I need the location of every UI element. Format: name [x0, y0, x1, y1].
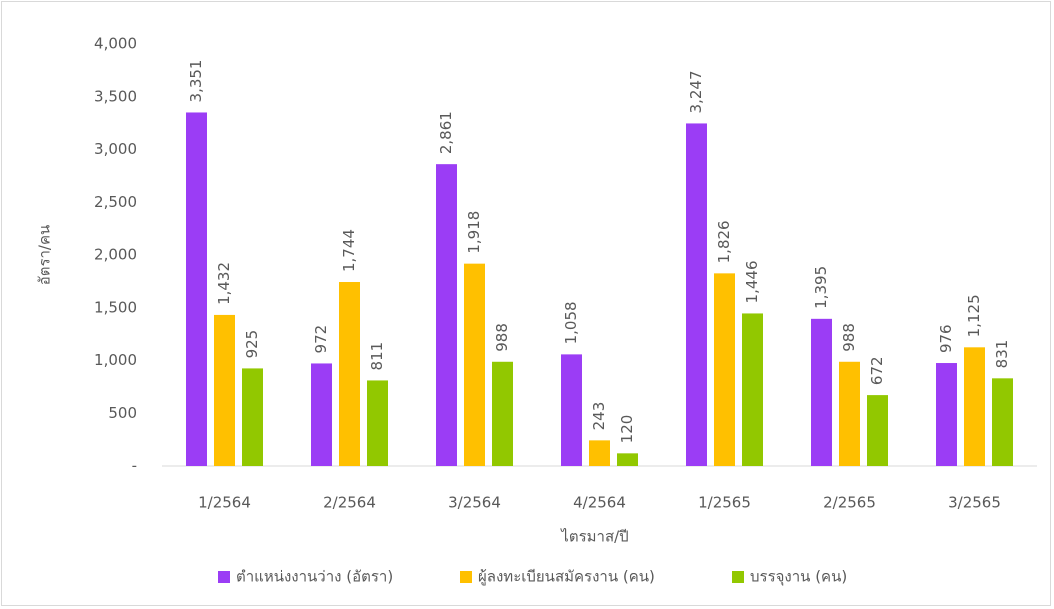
bar [214, 314, 235, 466]
data-label: 972 [312, 325, 330, 354]
y-tick-label: - [132, 457, 137, 475]
bar [464, 263, 485, 466]
data-label: 120 [618, 415, 636, 444]
bar [617, 453, 638, 466]
x-axis-title: ไตรมาส/ปี [560, 528, 628, 546]
data-label: 1,058 [562, 301, 580, 344]
bar [242, 368, 263, 466]
data-label: 988 [493, 323, 511, 352]
bar [839, 361, 860, 466]
y-tick-label: 4,000 [94, 35, 137, 53]
data-label: 1,395 [812, 266, 830, 309]
y-tick-label: 3,500 [94, 87, 137, 105]
data-label: 672 [868, 356, 886, 385]
bar [311, 363, 332, 466]
legend-label: บรรจุงาน (คน) [750, 568, 847, 587]
data-label: 1,432 [215, 262, 233, 305]
bar [714, 273, 735, 466]
bar [867, 395, 888, 466]
bar [811, 318, 832, 466]
data-label: 925 [243, 330, 261, 359]
data-label: 1,125 [965, 294, 983, 337]
bar [936, 363, 957, 466]
data-label: 988 [840, 323, 858, 352]
legend-swatch [460, 571, 472, 583]
x-tick-label: 2/2564 [323, 494, 376, 512]
data-label: 811 [368, 342, 386, 371]
bar [686, 123, 707, 466]
data-label: 1,918 [465, 211, 483, 254]
bar [561, 354, 582, 466]
bar [436, 164, 457, 467]
data-label: 2,861 [437, 111, 455, 154]
x-tick-label: 1/2564 [198, 494, 251, 512]
legend-label: ผู้ลงทะเบียนสมัครงาน (คน) [478, 568, 655, 586]
x-tick-label: 3/2564 [448, 494, 501, 512]
data-label: 1,826 [715, 220, 733, 263]
legend-swatch [732, 571, 744, 583]
data-label: 1,446 [743, 260, 761, 303]
bar [186, 112, 207, 467]
y-tick-label: 1,500 [94, 298, 137, 316]
y-tick-label: 3,000 [94, 140, 137, 158]
data-label: 3,247 [687, 70, 705, 113]
x-tick-label: 4/2564 [573, 494, 626, 512]
bar [367, 380, 388, 466]
bar [992, 378, 1013, 466]
bar [339, 282, 360, 466]
legend-swatch [218, 571, 230, 583]
data-label: 831 [993, 340, 1011, 369]
x-tick-label: 3/2565 [948, 494, 1001, 512]
y-tick-label: 500 [108, 404, 137, 422]
bar [589, 440, 610, 466]
bar [492, 361, 513, 466]
legend-label: ตำแหน่งงานว่าง (อัตรา) [236, 568, 393, 586]
x-tick-label: 2/2565 [823, 494, 876, 512]
y-tick-label: 1,000 [94, 351, 137, 369]
data-label: 1,744 [340, 229, 358, 272]
data-label: 243 [590, 402, 608, 431]
y-tick-label: 2,000 [94, 246, 137, 264]
y-tick-label: 2,500 [94, 193, 137, 211]
bar [964, 347, 985, 466]
data-label: 976 [937, 324, 955, 353]
bar [742, 313, 763, 466]
x-tick-label: 1/2565 [698, 494, 751, 512]
data-label: 3,351 [187, 60, 205, 103]
y-axis-title: อัตรา/คน [36, 225, 54, 286]
